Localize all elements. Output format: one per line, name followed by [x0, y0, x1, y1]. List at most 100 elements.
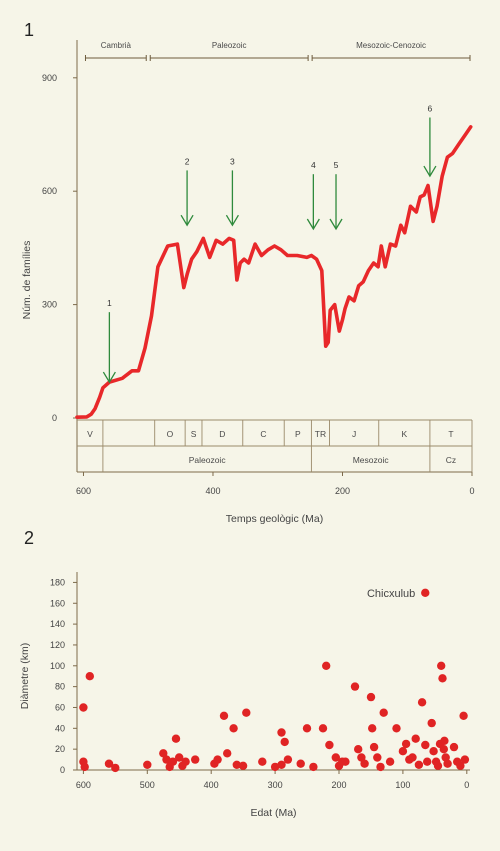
extinction-label: 2 — [185, 156, 190, 166]
legend-marker — [421, 588, 430, 598]
crater-point — [277, 760, 286, 769]
crater-point — [213, 755, 222, 764]
era-bar-label: Cambrià — [101, 41, 132, 50]
crater-point — [449, 742, 459, 752]
crater-point — [429, 747, 438, 756]
era-label: Cz — [446, 455, 456, 465]
era-label: Paleozoic — [189, 455, 227, 465]
x-tick-label: 0 — [469, 486, 474, 496]
crater-point — [366, 692, 376, 702]
y-tick-label: 80 — [55, 682, 65, 692]
crater-point — [302, 724, 312, 733]
x-tick-label: 500 — [140, 780, 155, 790]
crater-point — [360, 759, 369, 768]
crater-point — [460, 755, 470, 764]
crater-point — [411, 734, 420, 743]
extinction-arrowhead — [102, 371, 116, 384]
x-tick-label: 400 — [204, 780, 219, 790]
crater-point — [392, 724, 401, 733]
y-tick-label: 40 — [55, 723, 65, 733]
crater-point — [423, 757, 432, 766]
crater-point — [171, 734, 181, 743]
crater-point — [223, 749, 232, 758]
period-label: V — [87, 429, 93, 439]
crater-point — [376, 762, 385, 772]
period-label: T — [448, 429, 453, 439]
crater-point — [417, 698, 427, 707]
x-tick-label: 100 — [395, 780, 410, 790]
crater-point — [414, 760, 424, 769]
crater-point — [280, 737, 289, 747]
era-bar-label: Mesozoic-Cenozoic — [356, 41, 426, 50]
extinction-arrowhead — [423, 165, 437, 178]
period-label: K — [401, 429, 407, 439]
crater-point — [341, 757, 350, 766]
crater-point — [456, 761, 465, 770]
crater-point — [175, 753, 184, 762]
crater-point — [159, 749, 168, 758]
x-tick-label: 0 — [464, 780, 469, 790]
x-tick-label: 200 — [335, 486, 350, 496]
crater-point — [373, 753, 382, 762]
y-tick-label: 100 — [50, 661, 65, 671]
crater-point — [440, 736, 449, 745]
x-tick-label: 600 — [76, 780, 91, 790]
crater-point — [439, 745, 448, 754]
crater-point — [421, 740, 430, 750]
period-label: S — [191, 429, 197, 439]
extinction-label: 5 — [334, 160, 339, 170]
crater-point — [283, 755, 293, 764]
extinction-arrowhead — [180, 214, 194, 227]
crater-point — [104, 759, 114, 768]
crater-point — [401, 739, 411, 749]
x-tick-label: 200 — [331, 780, 346, 790]
crater-point — [181, 757, 190, 766]
y-tick-label: 20 — [55, 744, 65, 754]
crater-point — [331, 753, 340, 762]
y-axis-title: Núm. de famílies — [21, 241, 33, 320]
y-tick-label: 160 — [50, 598, 65, 608]
era-label: Mesozoic — [353, 455, 390, 465]
y-tick-label: 600 — [42, 186, 57, 196]
x-tick-label: 600 — [76, 486, 91, 496]
period-label: J — [352, 429, 356, 439]
x-tick-label: 400 — [205, 486, 220, 496]
crater-point — [385, 757, 395, 766]
y-tick-label: 0 — [52, 413, 57, 423]
era-bar-label: Paleozoic — [212, 41, 247, 50]
extinction-arrowhead — [306, 218, 320, 231]
y-tick-label: 0 — [60, 765, 65, 775]
crater-point — [438, 674, 447, 683]
crater-point — [238, 761, 248, 770]
crater-point — [270, 762, 280, 772]
extinction-label: 6 — [428, 103, 433, 113]
crater-point — [191, 755, 200, 764]
x-axis-title: Temps geològic (Ma) — [226, 513, 323, 525]
period-label: D — [219, 429, 225, 439]
crater-point — [318, 724, 328, 733]
period-label: TR — [315, 429, 326, 439]
crater-point — [111, 763, 120, 773]
y-tick-label: 140 — [50, 619, 65, 629]
chart-craters: 0 20 40 60 80 100 120 140 160 180 600 500 400 300 200 1… — [19, 572, 470, 819]
chart-families: Cambrià Paleozoic Mesozoic-Cenozoic 0 300 600… — [21, 40, 475, 525]
crater-point — [80, 762, 89, 772]
legend-label: Chicxulub — [367, 588, 415, 600]
extinction-label: 3 — [230, 156, 235, 166]
crater-point — [258, 757, 267, 766]
crater-point — [354, 745, 363, 754]
extinction-arrowhead — [225, 214, 239, 227]
crater-point — [162, 755, 171, 764]
crater-point — [368, 724, 377, 733]
y-tick-label: 180 — [50, 577, 65, 587]
crater-point — [322, 661, 331, 670]
extinction-arrowhead — [329, 218, 343, 231]
panel-1-label: 1 — [24, 20, 34, 40]
x-tick-label: 300 — [268, 780, 283, 790]
crater-point — [85, 672, 95, 681]
y-axis-title: Diàmetre (km) — [19, 643, 31, 710]
crater-point — [79, 703, 88, 712]
